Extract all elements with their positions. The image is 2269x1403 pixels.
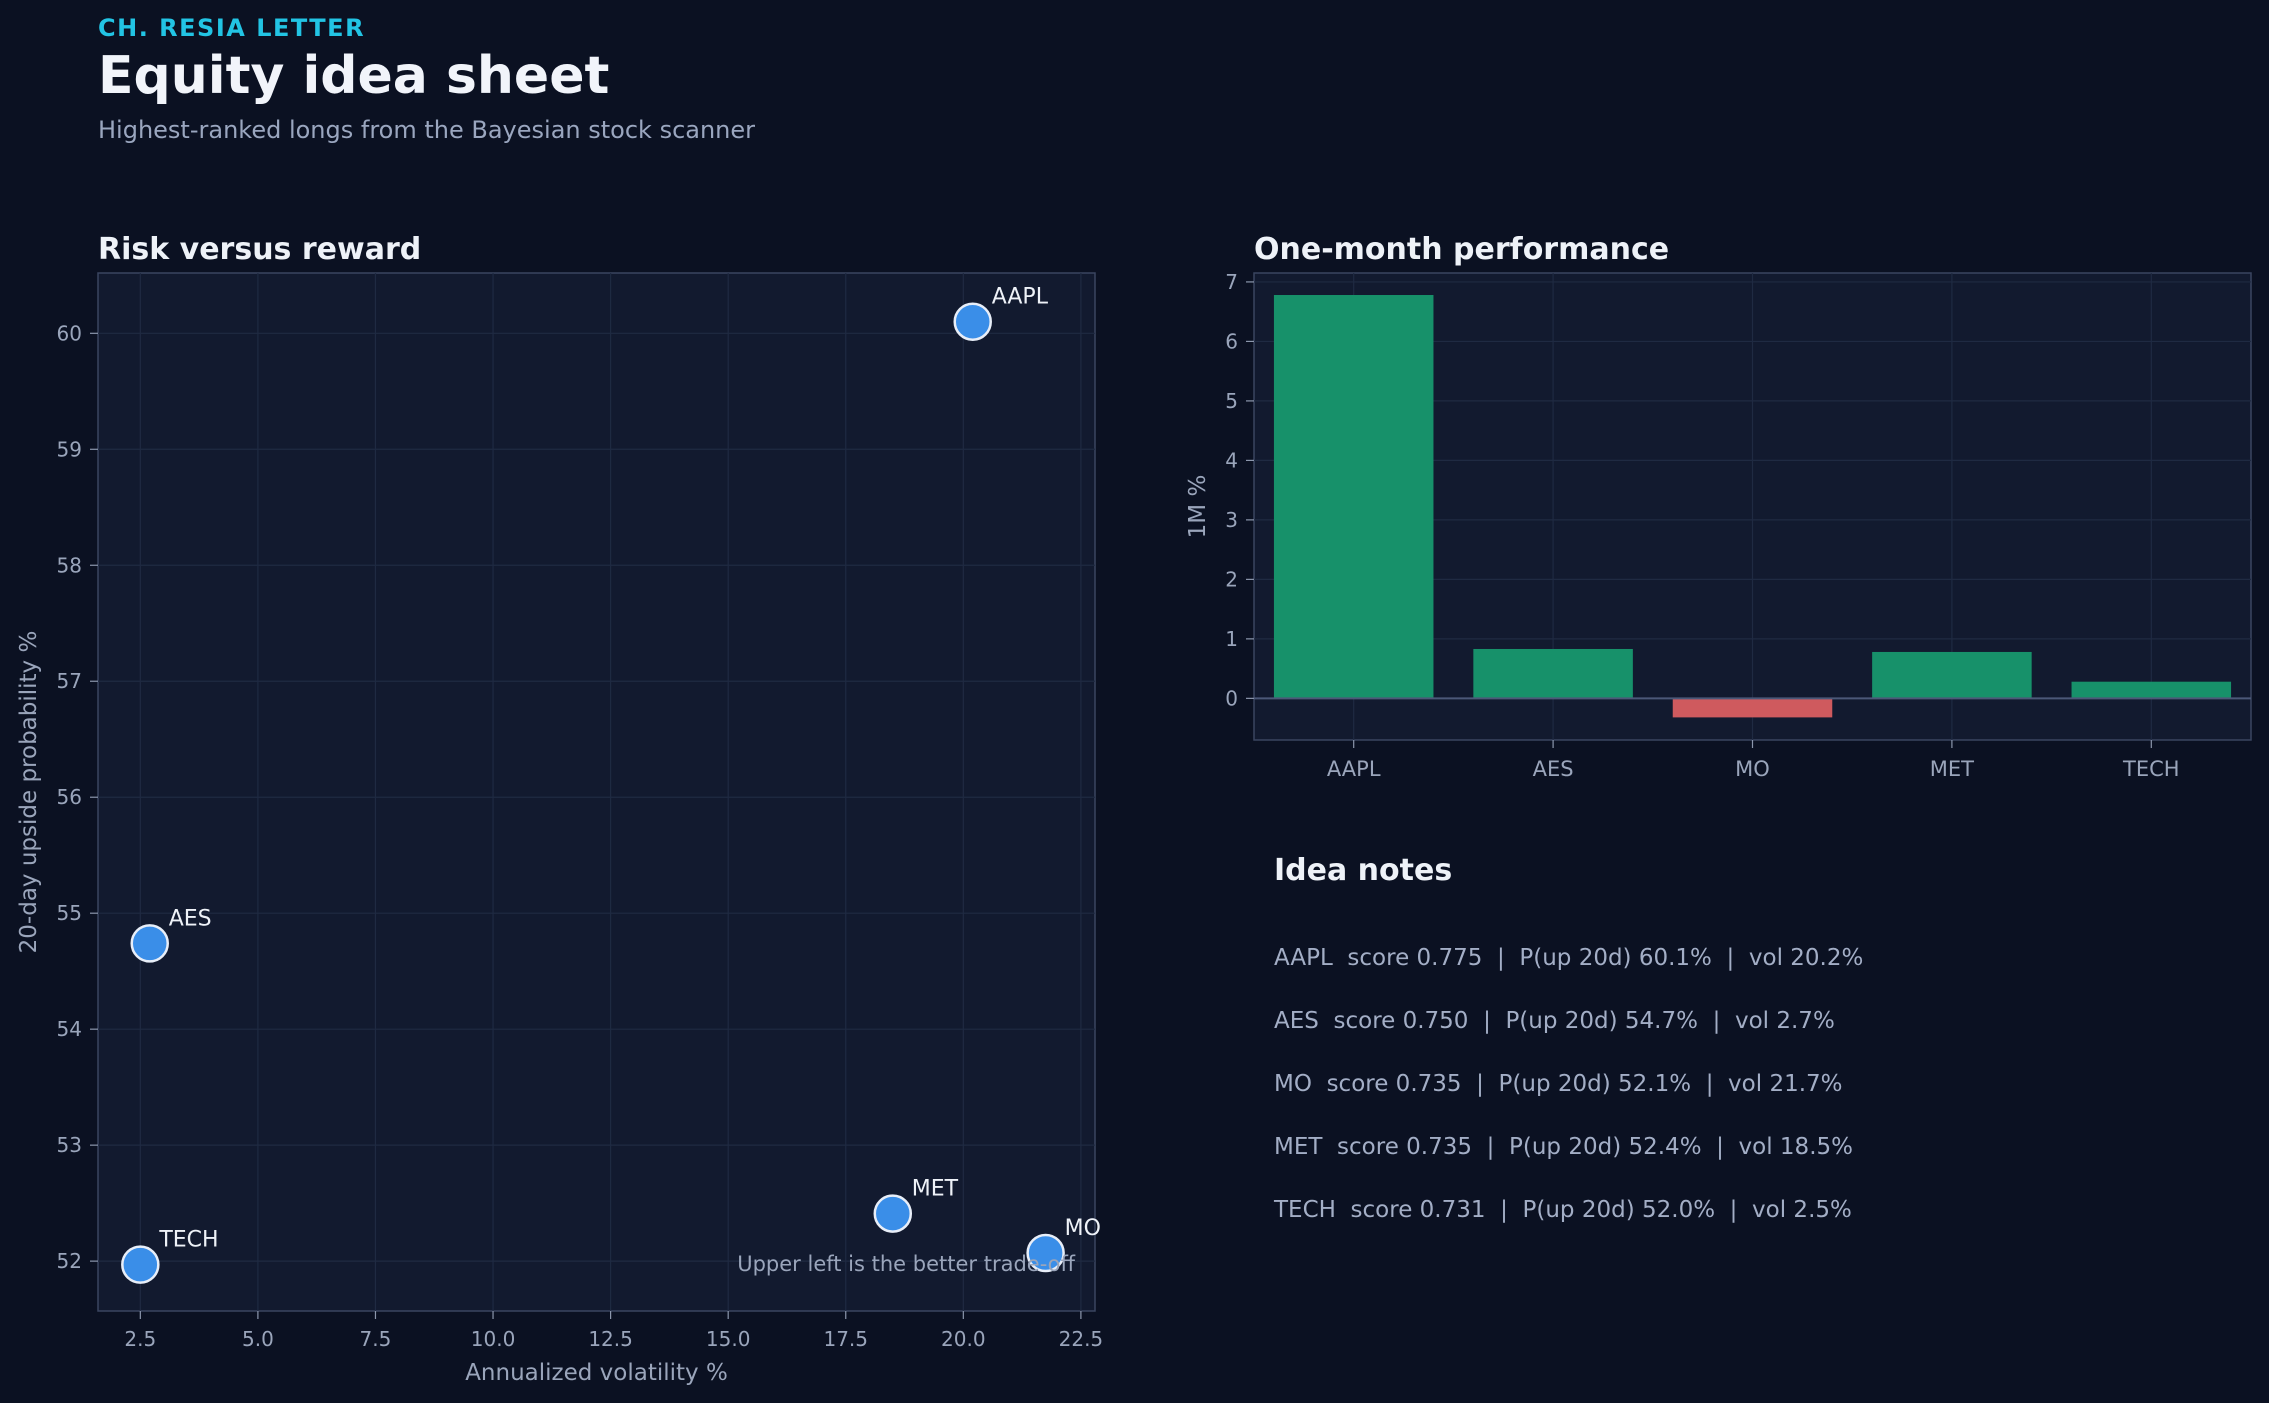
scatter-y-tick-label: 57 — [57, 669, 82, 693]
bar — [1473, 648, 1633, 699]
scatter-point — [121, 1245, 160, 1284]
scatter-x-tick-label: 12.5 — [588, 1327, 633, 1351]
scatter-plot-area — [97, 272, 1096, 1312]
page-title: Equity idea sheet — [98, 46, 610, 106]
scatter-y-tick-label: 53 — [57, 1133, 82, 1157]
scatter-y-tick-label: 52 — [57, 1249, 82, 1273]
notes-title: Idea notes — [1274, 853, 1453, 888]
scatter-y-tick-label: 58 — [57, 553, 82, 577]
note-line: AES score 0.750 | P(up 20d) 54.7% | vol … — [1274, 1008, 1835, 1034]
scatter-x-tick-label: 2.5 — [124, 1327, 156, 1351]
scatter-y-tick-label: 54 — [57, 1017, 82, 1041]
bar-y-tick-label: 7 — [1225, 270, 1238, 294]
scatter-point-label: AAPL — [992, 285, 1049, 310]
bar — [2071, 681, 2232, 699]
scatter-x-tick-label: 10.0 — [471, 1327, 516, 1351]
scatter-x-tick-label: 5.0 — [242, 1327, 274, 1351]
kicker-label: CH. RESIA LETTER — [98, 14, 366, 42]
bar-title: One-month performance — [1254, 232, 1670, 267]
scatter-point — [1026, 1233, 1065, 1273]
scatter-point-label: AES — [169, 906, 212, 931]
scatter-y-tick-label: 60 — [57, 321, 82, 345]
note-line: MO score 0.735 | P(up 20d) 52.1% | vol 2… — [1274, 1071, 1843, 1097]
performance-bar-chart: 0 1 2 3 4 5 6 7 AAPL AES MO MET TECH 1M % — [1185, 270, 2252, 781]
scatter-point-label: MET — [912, 1177, 959, 1202]
note-line: TECH score 0.731 | P(up 20d) 52.0% | vol… — [1274, 1197, 1852, 1223]
note-line: AAPL score 0.775 | P(up 20d) 60.1% | vol… — [1274, 945, 1864, 971]
bar-y-tick-label: 5 — [1225, 389, 1238, 413]
scatter-x-tick-label: 22.5 — [1059, 1327, 1104, 1351]
scatter-x-axis-label: Annualized volatility % — [465, 1360, 728, 1386]
scatter-title: Risk versus reward — [98, 232, 422, 267]
bar-y-tick-label: 1 — [1225, 627, 1238, 651]
scatter-x-tick-label: 7.5 — [360, 1327, 392, 1351]
bar — [1872, 651, 2032, 699]
bar-category-label: MO — [1735, 757, 1770, 781]
scatter-y-tick-label: 56 — [57, 785, 82, 809]
scatter-point-label: TECH — [158, 1228, 218, 1253]
bar-y-tick-label: 2 — [1225, 567, 1238, 591]
bar-category-label: MET — [1930, 757, 1974, 781]
risk-reward-scatter: 2.5 5.0 7.5 10.0 12.5 15.0 17.5 20.0 22.5 52 53 54 5… — [16, 272, 1104, 1386]
bar-category-label: AAPL — [1327, 757, 1381, 781]
bar-y-tick-label: 4 — [1225, 448, 1238, 472]
scatter-x-tick-label: 20.0 — [941, 1327, 986, 1351]
scatter-point — [953, 302, 992, 341]
bar-y-axis-label: 1M % — [1185, 475, 1211, 539]
bar — [1672, 698, 1833, 718]
bar-category-label: AES — [1533, 757, 1574, 781]
note-line: MET score 0.735 | P(up 20d) 52.4% | vol … — [1274, 1134, 1853, 1160]
scatter-x-tick-label: 17.5 — [823, 1327, 868, 1351]
scatter-annotation: Upper left is the better trade-off — [737, 1252, 1075, 1276]
scatter-x-tick-label: 15.0 — [706, 1327, 751, 1351]
scatter-y-tick-label: 59 — [57, 437, 82, 461]
bar-y-tick-label: 3 — [1225, 508, 1238, 532]
scatter-point — [873, 1194, 913, 1233]
scatter-point-label: MO — [1065, 1216, 1101, 1241]
bar-category-label: TECH — [2122, 757, 2180, 781]
scatter-y-axis-label: 20-day upside probability % — [16, 631, 42, 954]
page-subtitle: Highest-ranked longs from the Bayesian s… — [98, 116, 756, 144]
bar-y-tick-label: 6 — [1225, 329, 1238, 353]
scatter-y-tick-label: 55 — [57, 901, 82, 925]
bar-y-tick-label: 0 — [1225, 686, 1238, 710]
scatter-point — [130, 924, 169, 963]
bar — [1273, 295, 1434, 699]
